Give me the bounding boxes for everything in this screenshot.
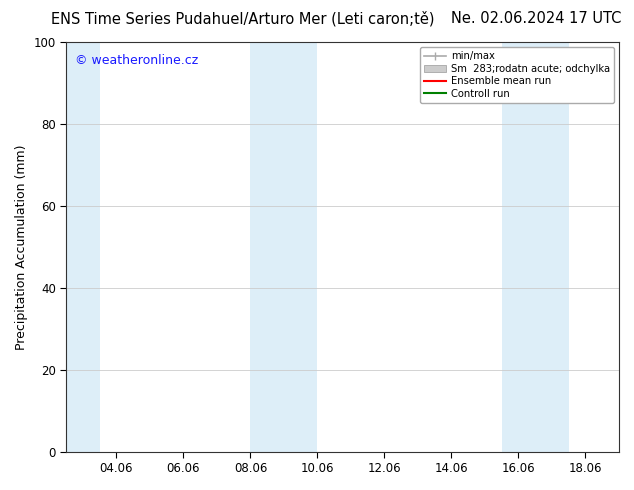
Bar — [250, 42, 318, 452]
Text: Ne. 02.06.2024 17 UTC: Ne. 02.06.2024 17 UTC — [451, 11, 621, 26]
Text: ENS Time Series Pudahuel/Arturo Mer (Leti caron;tě): ENS Time Series Pudahuel/Arturo Mer (Let… — [51, 11, 434, 27]
Bar — [501, 42, 569, 452]
Text: © weatheronline.cz: © weatheronline.cz — [75, 54, 198, 67]
Legend: min/max, Sm  283;rodatn acute; odchylka, Ensemble mean run, Controll run: min/max, Sm 283;rodatn acute; odchylka, … — [420, 47, 614, 102]
Bar — [66, 42, 100, 452]
Y-axis label: Precipitation Accumulation (mm): Precipitation Accumulation (mm) — [15, 144, 28, 349]
